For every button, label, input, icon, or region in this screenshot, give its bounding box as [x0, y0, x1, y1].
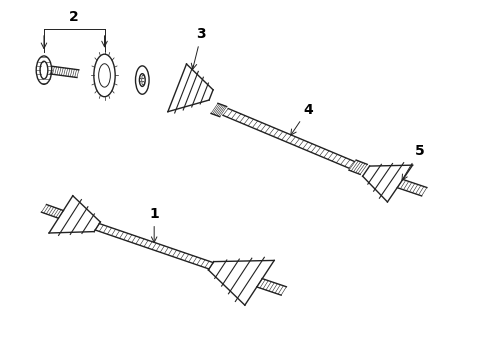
Text: 1: 1: [149, 207, 159, 242]
Text: 3: 3: [191, 27, 206, 69]
Text: 5: 5: [402, 144, 424, 180]
Text: 2: 2: [70, 10, 79, 24]
Text: 4: 4: [291, 103, 313, 135]
